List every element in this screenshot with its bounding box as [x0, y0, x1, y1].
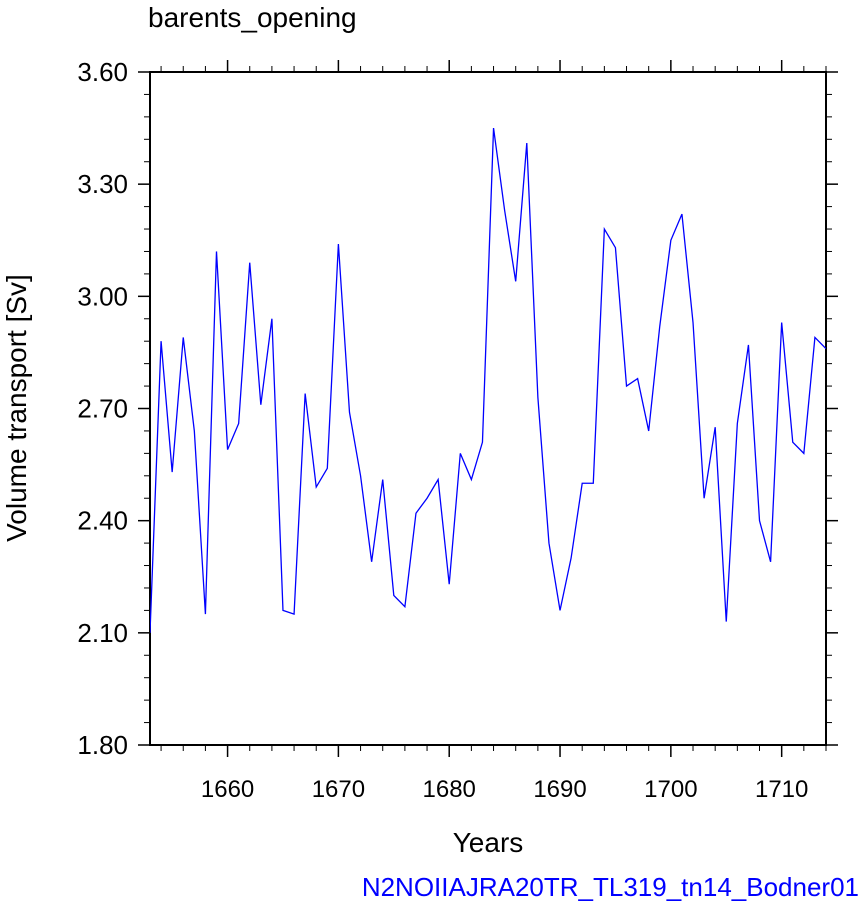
x-tick-label: 1700 [644, 776, 697, 803]
y-tick-label: 1.80 [77, 730, 128, 760]
x-tick-label: 1690 [533, 776, 586, 803]
chart-title: barents_opening [148, 2, 357, 33]
plot-border [149, 71, 827, 746]
x-tick-label: 1670 [312, 776, 365, 803]
y-tick-label: 3.00 [77, 281, 128, 311]
plot-frame [149, 71, 827, 746]
x-tick-label: 1710 [755, 776, 808, 803]
y-tick-label: 3.30 [77, 169, 128, 199]
run-id-footer: N2NOIIAJRA20TR_TL319_tn14_Bodner01 [361, 872, 859, 902]
x-tick-label: 1660 [201, 776, 254, 803]
series-line-0 [150, 127, 826, 633]
x-axis-label: Years [453, 827, 524, 858]
tick-labels: 1660 1670 1680 1690 1700 1710 1.80 2.10 2.40 2.70… [77, 57, 808, 803]
series-layer [150, 127, 826, 633]
y-tick-label: 2.10 [77, 618, 128, 648]
x-tick-label: 1680 [423, 776, 476, 803]
y-axis-label: Volume transport [Sv] [1, 274, 32, 542]
axis-ticks [138, 60, 838, 757]
y-tick-label: 3.60 [77, 57, 128, 87]
y-tick-label: 2.40 [77, 506, 128, 536]
y-tick-label: 2.70 [77, 394, 128, 424]
